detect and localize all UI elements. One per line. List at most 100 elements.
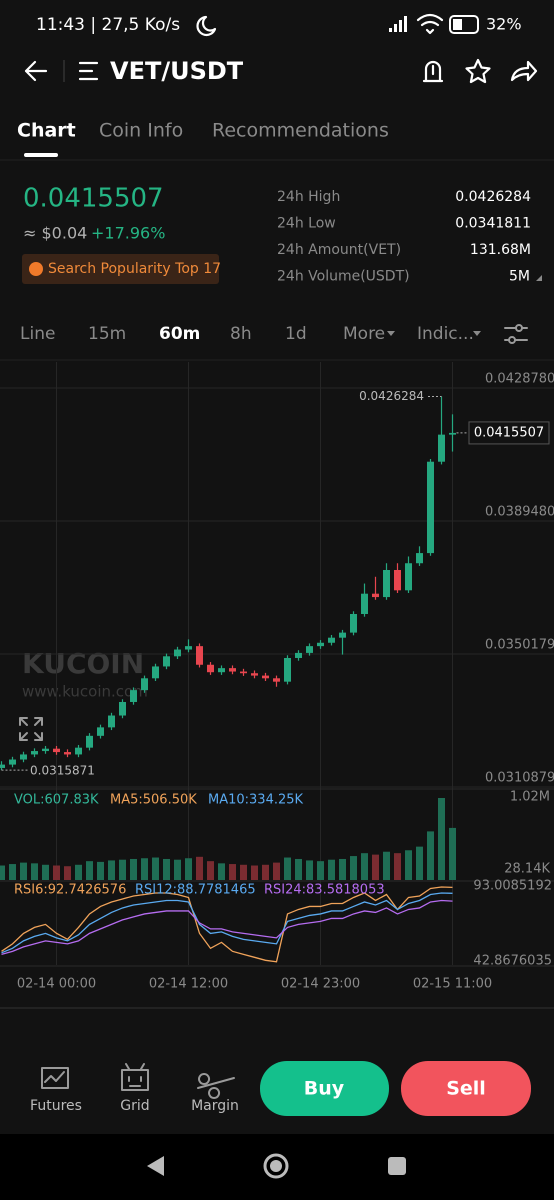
change: +17.96%	[91, 224, 165, 243]
rsi-tick-label: 42.8676035	[473, 954, 552, 969]
futures-icon[interactable]	[41, 1067, 69, 1089]
badge-icon	[29, 262, 43, 276]
candle-body	[174, 649, 181, 657]
margin-icon[interactable]	[197, 1073, 235, 1099]
volume-bar	[75, 864, 82, 880]
sell-label: Sell	[446, 1078, 486, 1100]
y-tick-label: 0.0350179	[485, 638, 554, 653]
candle-body	[306, 646, 313, 653]
interval-tab[interactable]: Line	[20, 324, 55, 344]
last-price: 0.0415507	[23, 184, 164, 214]
interval-tab[interactable]: Indic...	[417, 324, 474, 344]
share-button[interactable]	[510, 60, 538, 82]
moon-icon	[196, 15, 217, 37]
volume-bar	[31, 863, 38, 880]
volume-bar	[317, 861, 324, 880]
nav-back[interactable]	[147, 1156, 164, 1176]
volume-bar	[339, 858, 346, 880]
interval-tab[interactable]: 1d	[285, 324, 307, 344]
interval-tab[interactable]: 60m	[159, 324, 200, 344]
badge[interactable]	[22, 254, 219, 284]
stat-label: 24h Volume(USDT)	[277, 269, 410, 285]
candle-body	[251, 673, 258, 676]
volume-bar	[383, 851, 390, 880]
x-tick-label: 02-14 00:00	[17, 977, 96, 992]
volume-bar	[174, 859, 181, 880]
grid-icon[interactable]	[121, 1063, 149, 1091]
tab-recommendations[interactable]: Recommendations	[212, 120, 389, 142]
interval-tab[interactable]: 8h	[230, 324, 252, 344]
settings-knob	[515, 324, 523, 332]
high-label: 0.0426284	[359, 389, 424, 403]
candle-body	[449, 432, 456, 435]
buy-label: Buy	[304, 1078, 345, 1100]
candle-body	[284, 657, 291, 682]
candle-body	[97, 727, 104, 736]
sell-button[interactable]	[401, 1061, 531, 1116]
nav-home-dot	[270, 1160, 282, 1172]
nav-home[interactable]	[263, 1153, 289, 1179]
volume-bar	[449, 827, 456, 880]
menu-button[interactable]	[78, 61, 99, 81]
candle-body	[427, 461, 434, 554]
last-price-label: 0.0415507	[474, 425, 544, 440]
tab-chart[interactable]: Chart	[17, 120, 76, 142]
fiat-price: ≈ $0.04	[23, 224, 87, 243]
candle-body	[152, 666, 159, 679]
x-tick-label: 02-14 12:00	[149, 977, 228, 992]
low-label: 0.0315871	[30, 764, 95, 778]
fullscreen-button[interactable]	[19, 717, 43, 741]
candle-body	[328, 637, 335, 643]
volume-bar	[64, 866, 71, 880]
candle-body	[130, 690, 137, 702]
volume-bar	[130, 858, 137, 880]
nav-recent[interactable]	[388, 1157, 406, 1175]
volume-bar	[405, 850, 412, 880]
volume-bar	[152, 857, 159, 880]
badge-text: Search Popularity Top 17	[48, 261, 221, 277]
tab-coin-info[interactable]: Coin Info	[99, 120, 183, 142]
interval-tab[interactable]: 15m	[88, 324, 126, 344]
volume-bar	[350, 856, 357, 880]
volume-bar	[163, 858, 170, 880]
x-tick-label: 02-15 11:00	[413, 977, 492, 992]
volume-legend: VOL:607.83K	[14, 793, 99, 808]
candle-body	[394, 570, 401, 591]
settings-knob	[508, 336, 516, 344]
volume-bar	[86, 861, 93, 880]
candle-body	[207, 664, 214, 673]
volume-legend: MA5:506.50K	[110, 793, 197, 808]
favorite-button[interactable]	[465, 58, 491, 84]
action-label: Grid	[120, 1098, 149, 1114]
candle-body	[86, 735, 93, 748]
volume-bar	[9, 864, 16, 880]
chart: KUCOIN www.kucoin.com 02-14 00:00 02-14 1…	[0, 362, 554, 992]
x-tick-label: 02-14 23:00	[281, 977, 360, 992]
volume-bar	[306, 860, 313, 880]
pair-title: VET/USDT	[110, 57, 244, 85]
candle-body	[31, 751, 38, 755]
battery-icon	[449, 15, 479, 34]
action-label: Futures	[30, 1098, 82, 1114]
volume-bar	[119, 859, 126, 880]
candle-body	[196, 646, 203, 665]
buy-button[interactable]	[260, 1061, 389, 1116]
candle-body	[350, 613, 357, 633]
interval-tab[interactable]: More	[343, 324, 385, 344]
candle-body	[273, 678, 280, 682]
action-label: Margin	[191, 1098, 239, 1114]
rsi-legend: RSI6:92.7426576	[14, 883, 126, 898]
candle-body	[9, 759, 16, 765]
volume-bar	[108, 860, 115, 880]
candle-body	[53, 748, 60, 753]
volume-bar	[284, 857, 291, 880]
candle-body	[416, 553, 423, 564]
alert-button[interactable]	[422, 60, 444, 83]
volume-bar	[361, 853, 368, 880]
volume-bar	[394, 853, 401, 880]
stat-value: 131.68M	[470, 242, 531, 258]
tab-indicator	[24, 153, 58, 157]
back-button[interactable]	[24, 60, 48, 82]
volume-bar	[416, 846, 423, 880]
